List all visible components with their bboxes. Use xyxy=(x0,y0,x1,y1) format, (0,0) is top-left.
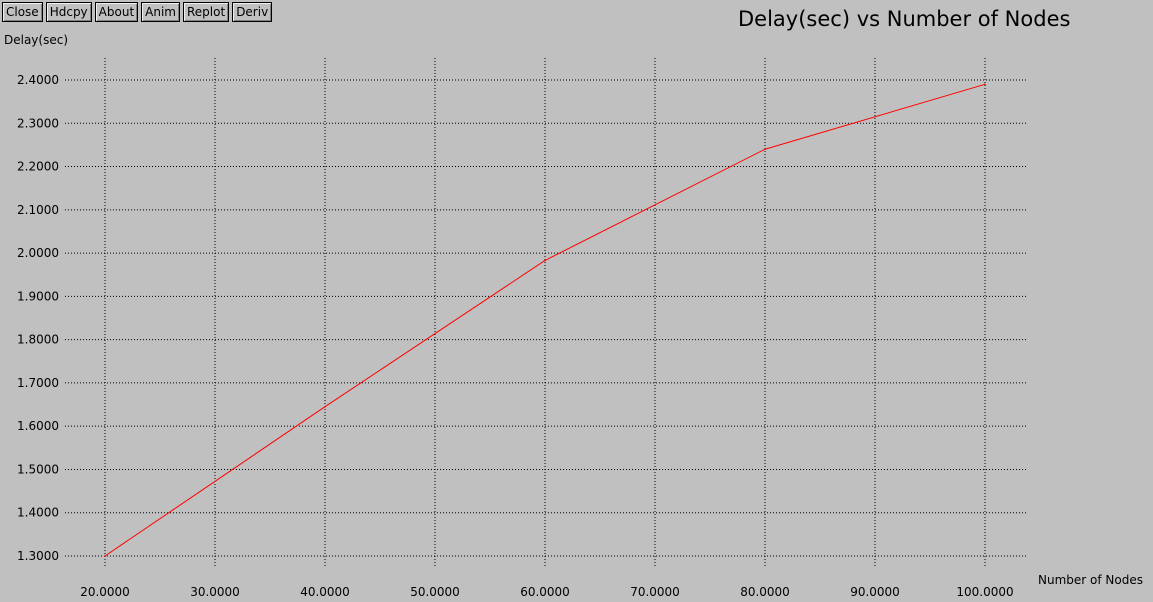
x-tick-label: 40.0000 xyxy=(300,585,350,599)
data-point xyxy=(544,259,546,262)
x-tick-labels: 20.0000 30.0000 40.0000 50.0000 60.0000 70.00… xyxy=(80,585,1013,599)
about-button[interactable]: About xyxy=(94,2,139,22)
x-tick-label: 90.0000 xyxy=(850,585,900,599)
y-tick-label: 1.8000 xyxy=(17,333,59,347)
y-tick-label: 1.3000 xyxy=(17,549,59,563)
y-tick-labels: 2.4000 2.3000 2.2000 2.1000 2.0000 1.9000 1.80… xyxy=(17,73,59,563)
replot-button[interactable]: Replot xyxy=(183,2,230,22)
x-tick-label: 70.0000 xyxy=(630,585,680,599)
x-axis-label: Number of Nodes xyxy=(1038,573,1143,587)
x-tick-label: 30.0000 xyxy=(190,585,240,599)
x-tick-label: 20.0000 xyxy=(80,585,130,599)
y-tick-label: 1.5000 xyxy=(17,462,59,476)
data-point xyxy=(984,83,986,86)
series-layer xyxy=(104,83,986,557)
close-button[interactable]: Close xyxy=(2,2,43,22)
anim-button[interactable]: Anim xyxy=(141,2,180,22)
x-tick-label: 100.0000 xyxy=(956,585,1013,599)
deriv-button[interactable]: Deriv xyxy=(232,2,273,22)
x-tick-label: 60.0000 xyxy=(520,585,570,599)
y-tick-label: 2.2000 xyxy=(17,160,59,174)
hdcpy-button[interactable]: Hdcpy xyxy=(45,2,92,22)
y-tick-label: 2.3000 xyxy=(17,116,59,130)
y-tick-label: 2.4000 xyxy=(17,73,59,87)
y-tick-label: 1.6000 xyxy=(17,419,59,433)
y-tick-label: 2.1000 xyxy=(17,203,59,217)
series-line xyxy=(104,83,986,557)
data-point xyxy=(324,405,326,408)
y-axis-label: Delay(sec) xyxy=(4,33,68,47)
data-point xyxy=(764,148,766,151)
chart-title: Delay(sec) vs Number of Nodes xyxy=(738,7,1071,31)
data-point xyxy=(104,555,106,557)
x-tick-label: 50.0000 xyxy=(410,585,460,599)
grid-lines xyxy=(65,58,1028,568)
toolbar: Close Hdcpy About Anim Replot Deriv xyxy=(2,2,273,22)
y-tick-label: 1.9000 xyxy=(17,289,59,303)
y-tick-label: 2.0000 xyxy=(17,246,59,260)
y-tick-label: 1.7000 xyxy=(17,376,59,390)
y-tick-label: 1.4000 xyxy=(17,506,59,520)
x-tick-label: 80.0000 xyxy=(740,585,790,599)
